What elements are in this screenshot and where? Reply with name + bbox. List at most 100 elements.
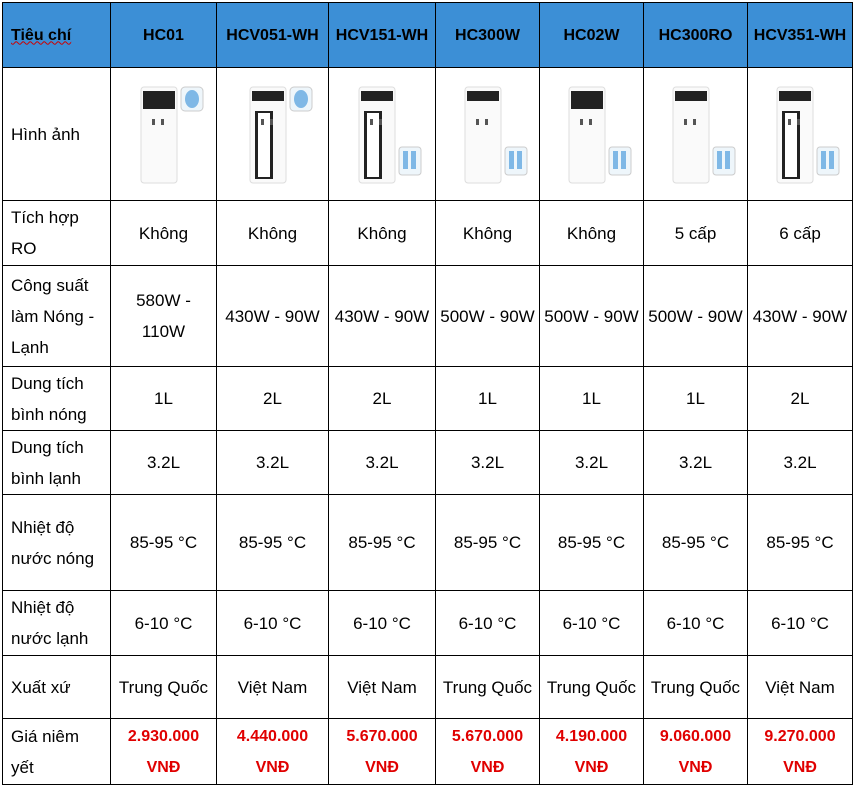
value-cell: 85-95 °C [747, 494, 853, 591]
data-row: Công suất làm Nóng - Lạnh 580W - 110W 430W… [2, 265, 853, 367]
image-cell [328, 67, 436, 201]
row-label: Nhiệt độ nước nóng [2, 494, 111, 591]
value-cell: Trung Quốc [643, 655, 748, 719]
value-cell: 3.2L [643, 430, 748, 495]
value-cell: 2L [328, 366, 436, 431]
value-cell: Không [110, 200, 217, 266]
image-cell [747, 67, 853, 201]
row-label: Dung tích bình lạnh [2, 430, 111, 495]
row-label: Xuất xứ [2, 655, 111, 719]
product-image [464, 86, 527, 184]
value-cell: 1L [539, 366, 644, 431]
image-cell [539, 67, 644, 201]
value-cell: 430W - 90W [747, 265, 853, 367]
value-cell: 2L [747, 366, 853, 431]
row-label: Giá niêm yết [2, 718, 111, 785]
row-label: Nhiệt độ nước lạnh [2, 590, 111, 656]
value-cell: 85-95 °C [328, 494, 436, 591]
data-row: Nhiệt độ nước nóng 85-95 °C 85-95 °C 85-95 … [2, 494, 853, 591]
value-cell: 5.670.000 VNĐ [435, 718, 540, 785]
value-cell: 6-10 °C [435, 590, 540, 656]
value-cell: Trung Quốc [110, 655, 217, 719]
value-cell: 3.2L [539, 430, 644, 495]
value-cell: 5.670.000 VNĐ [328, 718, 436, 785]
header-cell: HC300RO [643, 2, 748, 68]
value-cell: 430W - 90W [216, 265, 329, 367]
value-cell: 4.440.000 VNĐ [216, 718, 329, 785]
header-cell: HC300W [435, 2, 540, 68]
value-cell: Việt Nam [328, 655, 436, 719]
value-cell: 500W - 90W [643, 265, 748, 367]
value-cell: Việt Nam [747, 655, 853, 719]
row-label: Công suất làm Nóng - Lạnh [2, 265, 111, 367]
value-cell: 500W - 90W [539, 265, 644, 367]
product-image [776, 86, 840, 184]
value-cell: 6-10 °C [643, 590, 748, 656]
value-cell: Không [435, 200, 540, 266]
value-cell: 6-10 °C [328, 590, 436, 656]
value-cell: 3.2L [216, 430, 329, 495]
value-cell: 3.2L [747, 430, 853, 495]
value-cell: 85-95 °C [110, 494, 217, 591]
value-cell: 1L [110, 366, 217, 431]
value-cell: Không [328, 200, 436, 266]
image-cell [435, 67, 540, 201]
product-image [249, 86, 312, 184]
value-cell: 2L [216, 366, 329, 431]
value-cell: 9.060.000 VNĐ [643, 718, 748, 785]
product-image [568, 86, 631, 184]
value-cell: 1L [435, 366, 540, 431]
header-cell: HC01 [110, 2, 217, 68]
value-cell: Không [216, 200, 329, 266]
data-row: Giá niêm yết 2.930.000 VNĐ 4.440.000 VNĐ 5.… [2, 718, 853, 785]
value-cell: 85-95 °C [435, 494, 540, 591]
header-cell: HC02W [539, 2, 644, 68]
data-row: Nhiệt độ nước lạnh 6-10 °C 6-10 °C 6-10 °C 6… [2, 590, 853, 656]
value-cell: 6-10 °C [539, 590, 644, 656]
data-row: Xuất xứ Trung Quốc Việt Nam Việt Nam Trung Q… [2, 655, 853, 719]
product-image [672, 86, 735, 184]
value-cell: 6-10 °C [110, 590, 217, 656]
image-row: Hình ảnh [2, 67, 853, 201]
value-cell: 9.270.000 VNĐ [747, 718, 853, 785]
value-cell: 6 cấp [747, 200, 853, 266]
value-cell: 500W - 90W [435, 265, 540, 367]
value-cell: 6-10 °C [747, 590, 853, 656]
value-cell: 1L [643, 366, 748, 431]
row-label: Tích hợp RO [2, 200, 111, 266]
row-label: Hình ảnh [2, 67, 111, 201]
value-cell: 3.2L [328, 430, 436, 495]
image-cell [643, 67, 748, 201]
value-cell: Không [539, 200, 644, 266]
value-cell: Trung Quốc [435, 655, 540, 719]
image-cell [110, 67, 217, 201]
header-cell: HCV151-WH [328, 2, 436, 68]
header-cell: HCV051-WH [216, 2, 329, 68]
value-cell: 3.2L [110, 430, 217, 495]
value-cell: 85-95 °C [216, 494, 329, 591]
header-row: Tiêu chí HC01 HCV051-WH HCV151-WH HC300W HC02… [2, 2, 853, 68]
header-cell: Tiêu chí [2, 2, 111, 68]
value-cell: 5 cấp [643, 200, 748, 266]
value-cell: 430W - 90W [328, 265, 436, 367]
product-image [358, 86, 422, 184]
value-cell: Trung Quốc [539, 655, 644, 719]
value-cell: 85-95 °C [539, 494, 644, 591]
header-cell: HCV351-WH [747, 2, 853, 68]
data-row: Tích hợp RO Không Không Không Không Không 5 cấ… [2, 200, 853, 266]
value-cell: 85-95 °C [643, 494, 748, 591]
value-cell: 3.2L [435, 430, 540, 495]
value-cell: 4.190.000 VNĐ [539, 718, 644, 785]
product-image [140, 86, 203, 184]
data-row: Dung tích bình lạnh 3.2L 3.2L 3.2L 3.2L 3.2L 3… [2, 430, 853, 495]
data-row: Dung tích bình nóng 1L 2L 2L 1L 1L 1L 2L [2, 366, 853, 431]
image-cell [216, 67, 329, 201]
value-cell: 2.930.000 VNĐ [110, 718, 217, 785]
value-cell: 580W - 110W [110, 265, 217, 367]
row-label: Dung tích bình nóng [2, 366, 111, 431]
value-cell: Việt Nam [216, 655, 329, 719]
value-cell: 6-10 °C [216, 590, 329, 656]
